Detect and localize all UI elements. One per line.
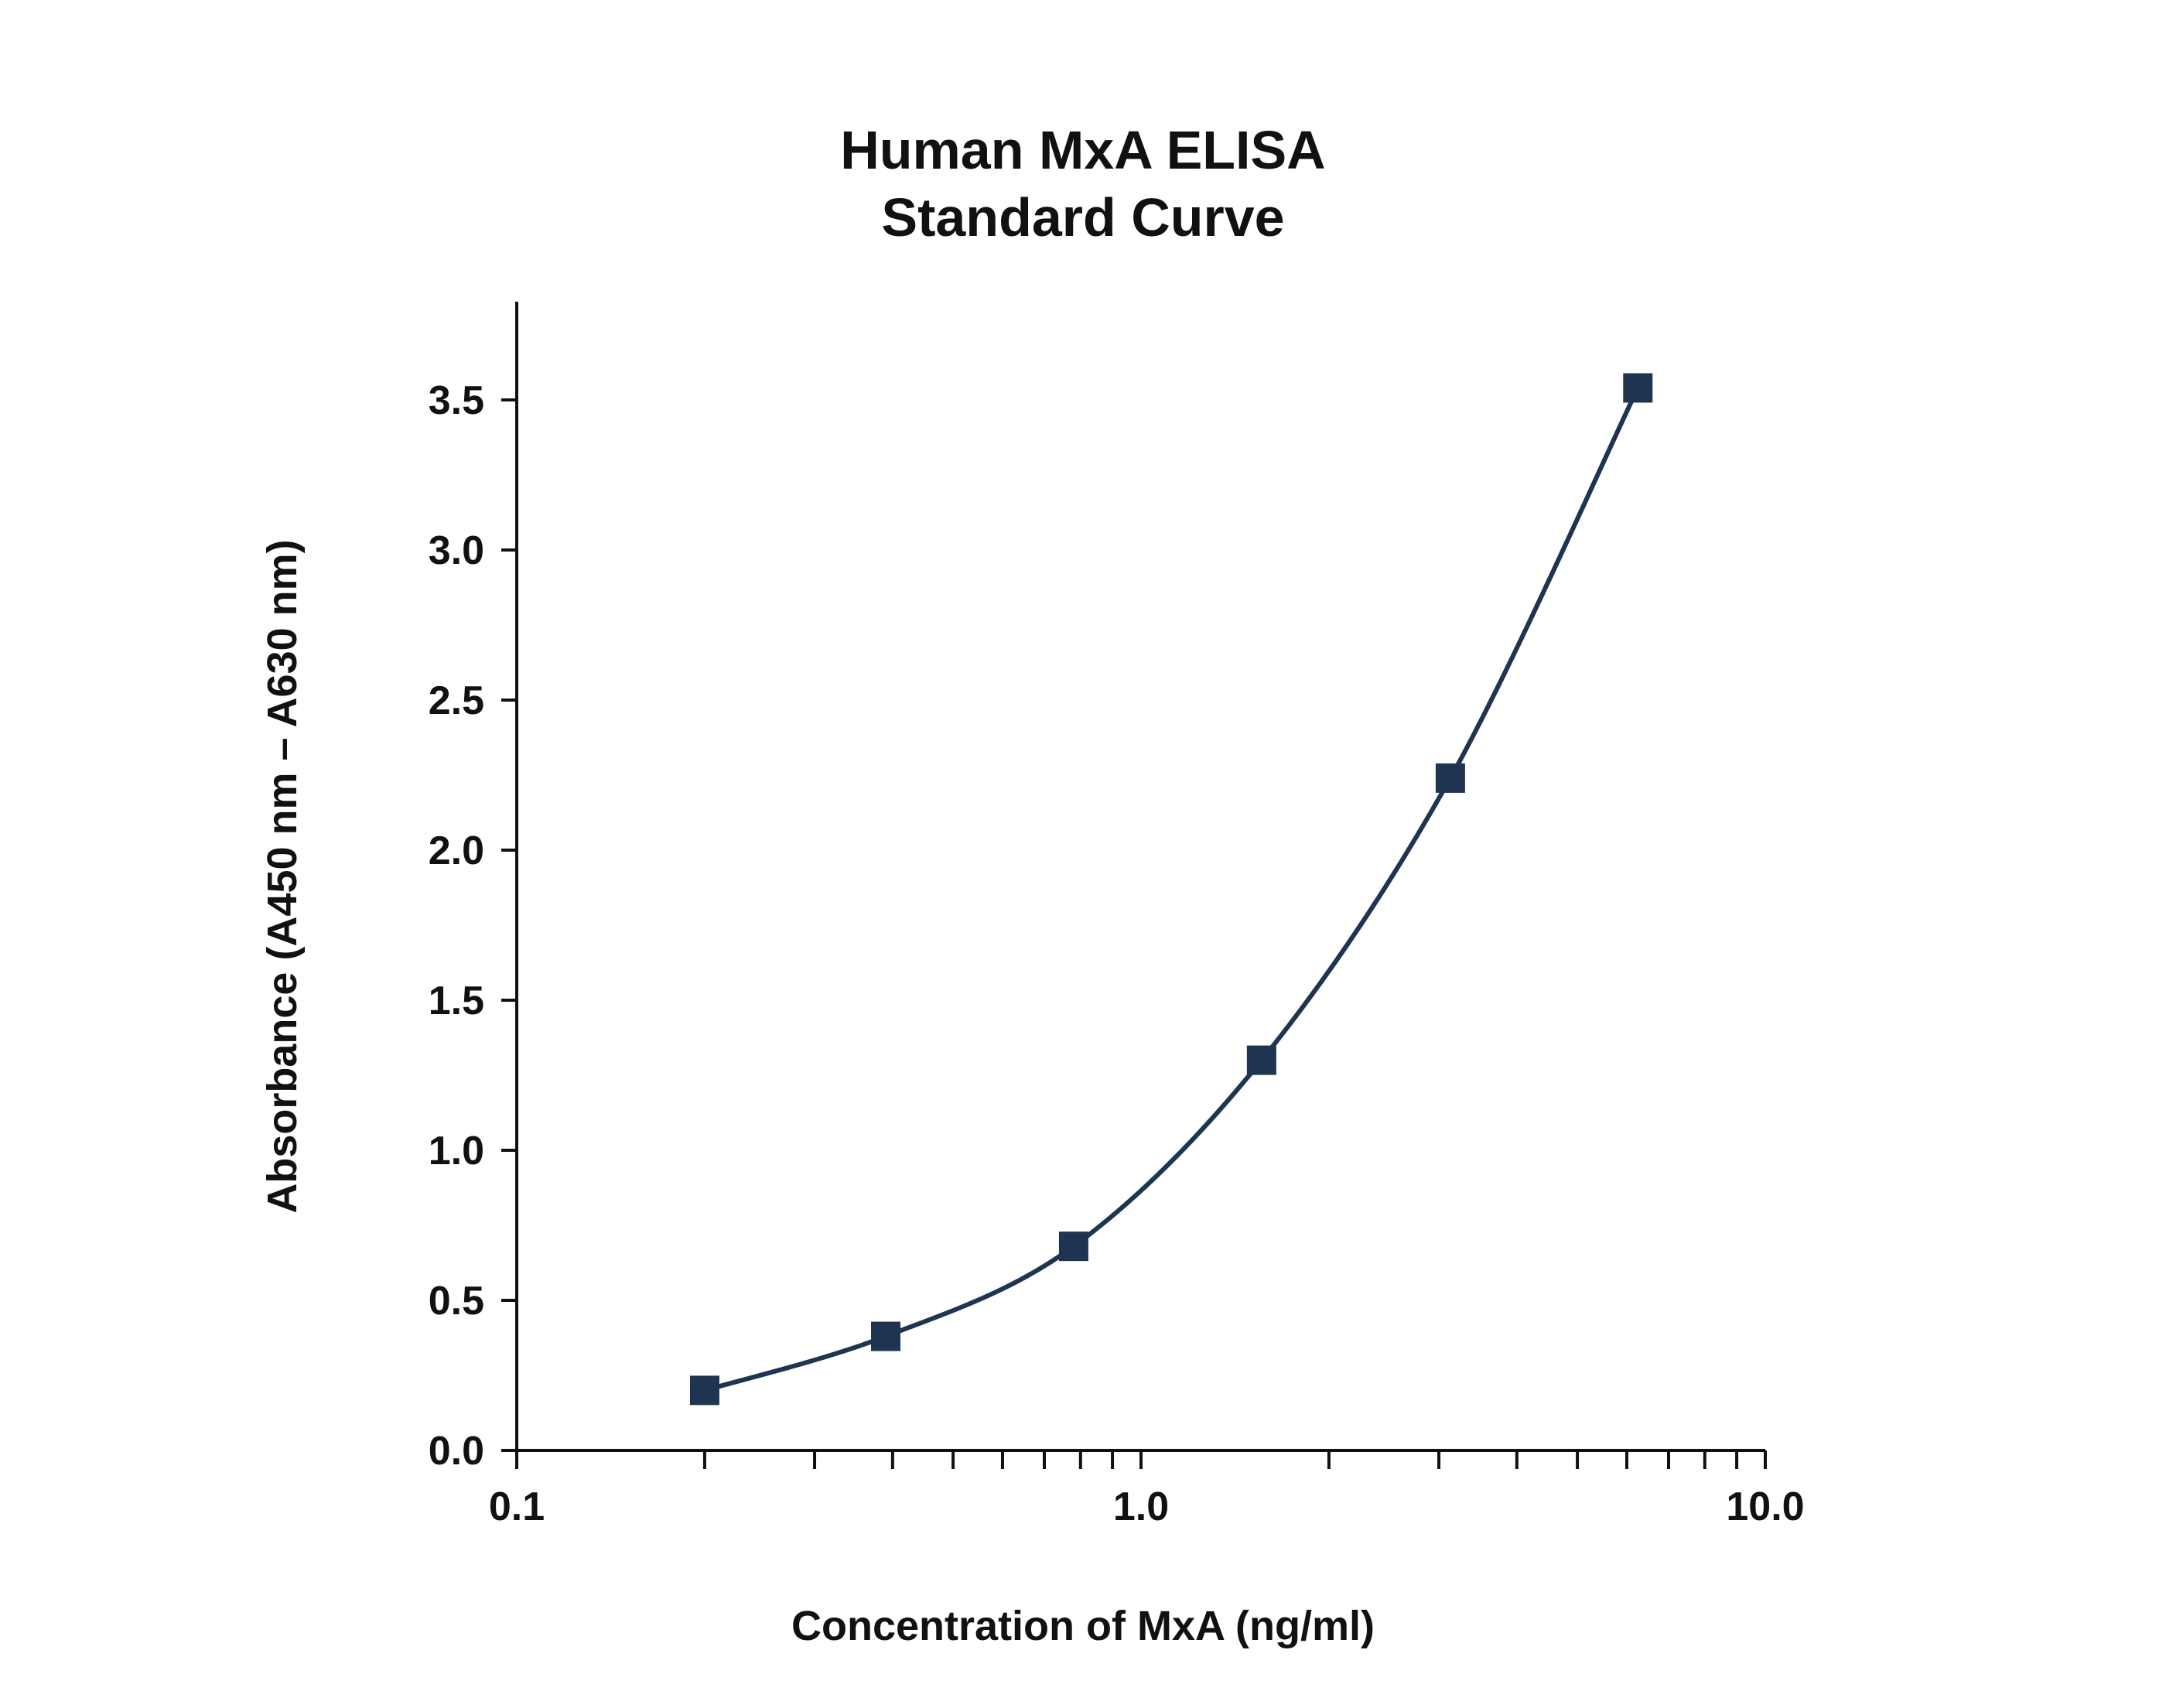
y-axis-label: Absorbance (A450 nm – A630 nm) xyxy=(259,539,306,1213)
fit-curve xyxy=(704,387,1640,1393)
y-tick-label: 3.5 xyxy=(429,378,484,423)
data-point-square xyxy=(870,1321,900,1351)
y-tick-label: 0.0 xyxy=(429,1429,484,1474)
x-tick-label: 10.0 xyxy=(1726,1484,1804,1529)
data-point-square xyxy=(689,1375,719,1406)
x-axis-label: Concentration of MxA (ng/ml) xyxy=(791,1603,1375,1649)
data-point-square xyxy=(1435,763,1465,793)
y-tick-label: 3.0 xyxy=(429,528,484,573)
y-tick-label: 1.5 xyxy=(429,979,484,1023)
y-tick-label: 1.0 xyxy=(429,1129,484,1173)
x-tick-label: 0.1 xyxy=(489,1484,545,1529)
chart-title-line-2: Standard Curve xyxy=(881,187,1284,248)
y-tick-label: 2.5 xyxy=(429,678,484,723)
y-tick-label: 2.0 xyxy=(429,828,484,873)
fit-curve-group xyxy=(704,387,1640,1393)
data-point-square xyxy=(1623,373,1653,403)
x-tick-label: 1.0 xyxy=(1113,1484,1169,1529)
axes: 0.0 0.5 1.0 1.5 2.0 2.5 3.0 3.5 0.1 1.0 10.0 xyxy=(429,302,1805,1529)
data-points xyxy=(689,373,1653,1406)
chart-title-line-1: Human MxA ELISA xyxy=(840,120,1325,180)
data-point-square xyxy=(1246,1045,1276,1075)
data-point-square xyxy=(1058,1231,1088,1262)
y-tick-label: 0.5 xyxy=(429,1279,484,1324)
